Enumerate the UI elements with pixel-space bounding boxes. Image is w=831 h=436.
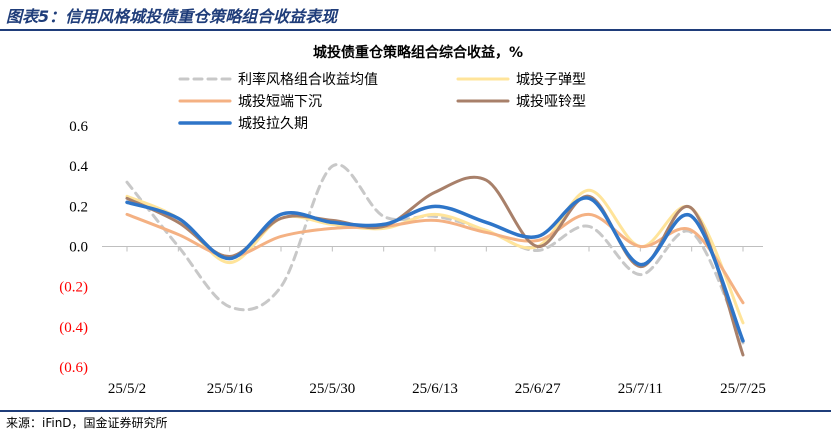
series-line-5 — [125, 196, 745, 343]
legend-label-4: 城投哑铃型 — [516, 94, 586, 110]
figure-title: 图表5：信用风格城投债重仓策略组合收益表现 — [6, 7, 338, 26]
legend-label-3: 城投短端下沉 — [238, 94, 322, 110]
x-tick-label: 25/5/16 — [207, 381, 253, 397]
legend-label-1: 利率风格组合收益均值 — [238, 71, 378, 88]
x-tick-label: 25/6/13 — [412, 381, 458, 397]
x-tick-label: 25/6/27 — [515, 381, 561, 397]
y-tick-label: (0.6) — [59, 360, 88, 376]
series-layer — [125, 163, 745, 357]
chart-title: 城投债重仓策略组合综合收益，% — [313, 44, 523, 61]
x-tick-label: 25/7/11 — [618, 381, 663, 397]
series-line-2 — [125, 188, 745, 325]
y-tick-label: 0.2 — [69, 199, 88, 215]
x-tick-label: 25/5/30 — [309, 381, 355, 397]
y-tick-label: 0.6 — [69, 119, 88, 135]
source-note: 来源：iFinD，国金证券研究所 — [6, 416, 168, 430]
x-tick-label: 25/5/2 — [108, 381, 146, 397]
x-tick-label: 25/7/25 — [720, 381, 766, 397]
y-tick-label: (0.2) — [59, 280, 88, 296]
legend-label-2: 城投子弹型 — [516, 72, 586, 88]
series-line-4 — [125, 175, 745, 357]
bottom-rule — [0, 410, 831, 412]
y-tick-label: 0.0 — [69, 240, 88, 256]
series-line-1 — [125, 163, 745, 345]
y-tick-label: (0.4) — [59, 320, 88, 336]
legend-label-5: 城投拉久期 — [238, 116, 308, 132]
y-tick-label: 0.4 — [69, 159, 88, 175]
axes: 0.6 0.4 0.2 0.0 (0.2) (0.4) (0.6) 25/5/2 25/5/16… — [59, 119, 766, 397]
top-rule — [0, 29, 831, 31]
